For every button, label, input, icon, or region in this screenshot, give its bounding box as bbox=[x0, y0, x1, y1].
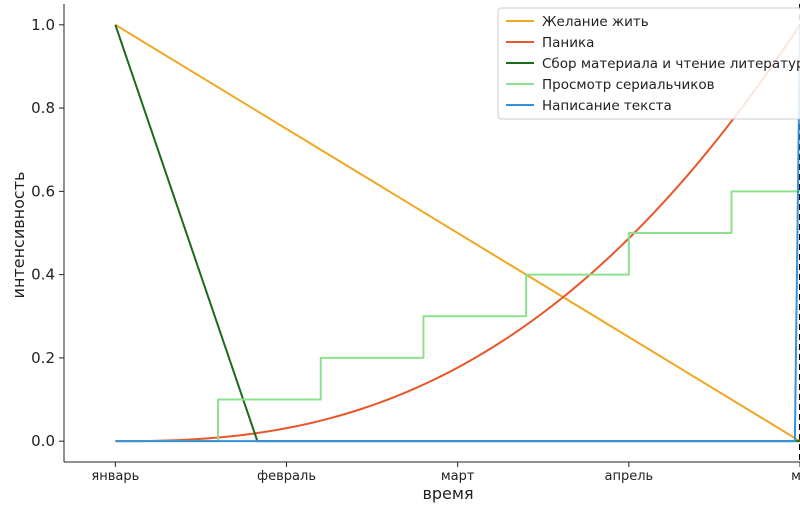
series-line-2 bbox=[115, 24, 800, 443]
legend-box bbox=[497, 7, 800, 120]
axes bbox=[63, 4, 800, 463]
y-tick-label: 0.8 bbox=[31, 99, 55, 117]
x-tick-label: январь bbox=[91, 469, 139, 484]
x-tick-label: апрель bbox=[604, 469, 653, 484]
legend-entry: Желание жить bbox=[542, 14, 649, 30]
legend: Желание жить Паника Сбор материала и чтени… bbox=[497, 7, 800, 120]
legend-entry: Паника bbox=[542, 35, 594, 51]
x-tick-label: февраль bbox=[257, 469, 316, 484]
series-line-4 bbox=[115, 190, 800, 443]
legend-entry: Сбор материала и чтение литературы bbox=[542, 56, 800, 72]
legend-entry: Написание текста bbox=[542, 98, 672, 114]
y-tick-label: 0.2 bbox=[31, 349, 55, 367]
y-tick-label: 0.4 bbox=[31, 266, 55, 284]
y-tick-label: 0.0 bbox=[31, 432, 55, 450]
y-axis-label: интенсивность bbox=[9, 172, 28, 299]
series-layer bbox=[114, 23, 800, 443]
x-tick-label: март bbox=[441, 469, 475, 484]
series-line-1 bbox=[114, 23, 800, 443]
legend-entry: Просмотр сериальчиков bbox=[542, 77, 715, 93]
x-axis-label: время bbox=[422, 484, 473, 503]
x-tick-label: ма bbox=[791, 469, 800, 484]
y-tick-label: 0.6 bbox=[31, 182, 55, 200]
series-line-5 bbox=[115, 24, 800, 443]
y-tick-label: 1.0 bbox=[31, 16, 55, 34]
tick-labels: 0.0 0.2 0.4 0.6 0.8 1.0 январь февраль март апрел… bbox=[31, 16, 800, 484]
